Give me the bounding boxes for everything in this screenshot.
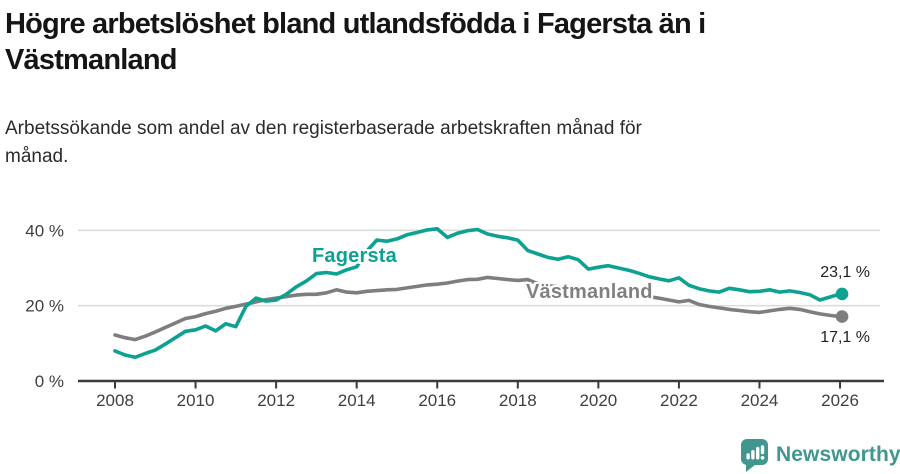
y-tick-label: 0 % — [35, 372, 64, 391]
subtitle-line-2: månad. — [5, 146, 69, 167]
x-tick-label: 2012 — [257, 391, 295, 410]
end-value-vastmanland: 17,1 % — [820, 329, 870, 346]
y-tick-label: 20 % — [25, 297, 64, 316]
x-tick-label: 2018 — [499, 391, 537, 410]
end-dot-fagersta — [835, 287, 849, 301]
newsworthy-logo-icon — [740, 439, 768, 472]
x-tick-label: 2014 — [338, 391, 376, 410]
series-label-vastmanland: Västmanland — [526, 281, 653, 303]
x-tick-label: 2008 — [96, 391, 134, 410]
series-label-fagersta: Fagersta — [312, 245, 397, 267]
brand-footer: Newsworthy — [740, 438, 900, 472]
x-tick-label: 2026 — [821, 391, 859, 410]
x-tick-label: 2022 — [660, 391, 698, 410]
series-line-fagersta — [113, 227, 842, 360]
subtitle-line-1: Arbetssökande som andel av den registerb… — [5, 118, 642, 139]
y-tick-label: 40 % — [25, 221, 64, 240]
x-tick-label: 2024 — [741, 391, 779, 410]
end-value-fagersta: 23,1 % — [820, 264, 870, 281]
title-line-2: Västmanland — [5, 44, 178, 76]
page-title: Högre arbetslöshet bland utlandsfödda i … — [5, 6, 895, 78]
title-line-1: Högre arbetslöshet bland utlandsfödda i … — [5, 8, 706, 40]
x-tick-label: 2010 — [177, 391, 215, 410]
x-tick-label: 2016 — [418, 391, 456, 410]
x-tick-label: 2020 — [579, 391, 617, 410]
end-dot-västmanland — [835, 310, 849, 323]
brand-name: Newsworthy — [776, 443, 900, 466]
series-line-västmanland — [113, 275, 842, 342]
chart-subtitle: Arbetssökande som andel av den registerb… — [5, 115, 895, 171]
